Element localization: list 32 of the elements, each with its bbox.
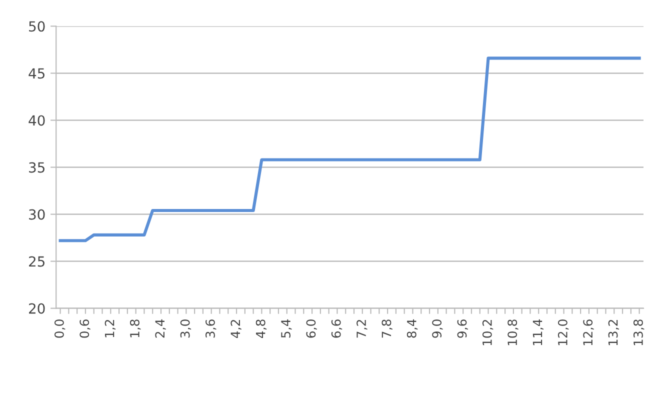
x-tick-label: 9,0 [432, 320, 443, 338]
y-tick-label: 45 [28, 68, 44, 79]
x-tick-label: 4,8 [256, 320, 267, 338]
x-tick-label: 7,8 [382, 320, 392, 338]
x-tick-label: 10,8 [508, 320, 518, 346]
line-series [58, 56, 641, 242]
x-tick-label: 12,0 [558, 320, 569, 346]
x-tick-label: 0,6 [80, 320, 90, 338]
y-tick-label: 20 [29, 303, 45, 314]
x-tick-label: 9,6 [457, 320, 468, 338]
x-tick-label: 7,2 [356, 320, 368, 338]
y-tick-label: 40 [28, 115, 45, 126]
x-tick-label: 1,2 [104, 320, 116, 338]
x-tick-label: 8,4 [406, 319, 418, 338]
x-tick-label: 3,0 [180, 320, 192, 338]
x-tick-label: 6,0 [306, 320, 317, 338]
x-tick-label: 2,4 [155, 319, 166, 338]
y-tick-label: 25 [29, 256, 44, 267]
x-tick-label: 10,2 [482, 320, 494, 346]
x-tick-label: 1,8 [130, 320, 141, 338]
x-tick-label: 5,4 [281, 319, 292, 338]
x-tick-label: 3,6 [206, 320, 216, 338]
x-tick-label: 0,0 [54, 320, 66, 338]
x-tick-label: 11,4 [532, 319, 544, 346]
x-tick-label: 13,8 [633, 320, 644, 346]
x-tick-label: 4,2 [230, 320, 242, 338]
x-tick-label: 13,2 [608, 320, 620, 346]
y-tick-label: 35 [29, 162, 44, 173]
y-tick-label: 30 [29, 209, 45, 220]
x-tick-label: 12,6 [583, 320, 594, 346]
x-tick-label: 6,6 [331, 320, 342, 338]
y-tick-label: 50 [29, 21, 45, 32]
